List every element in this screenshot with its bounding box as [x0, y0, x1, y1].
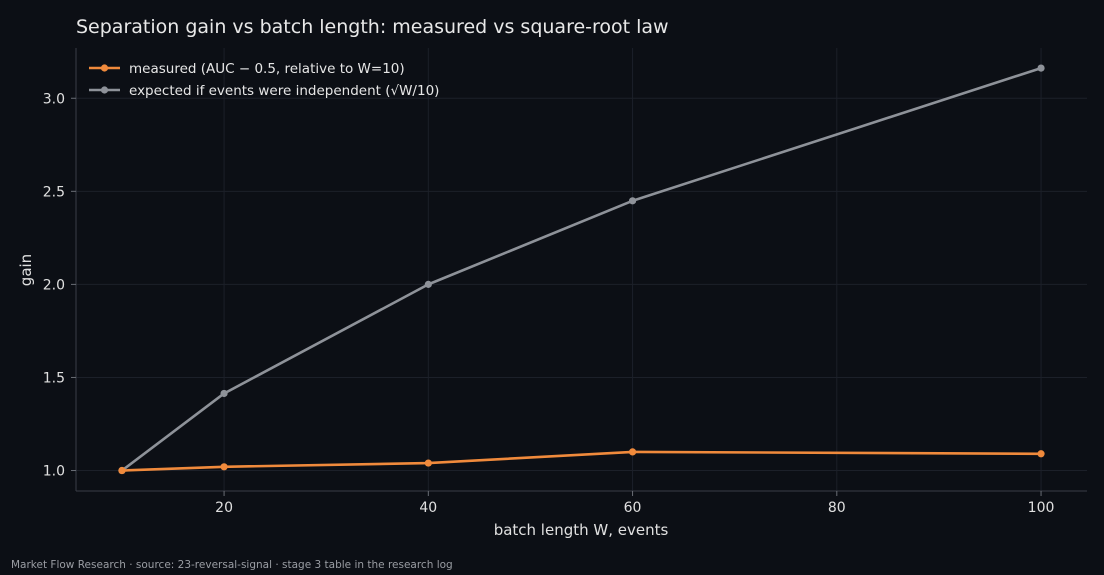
- legend-item-1: measured (AUC − 0.5, relative to W=10): [89, 61, 405, 77]
- series-line: [120, 66, 1043, 472]
- y-axis-label: gain: [17, 254, 35, 286]
- x-axis-label: batch length W, events: [494, 521, 669, 539]
- data-point: [118, 466, 126, 475]
- x-tick-label: 40: [419, 500, 437, 516]
- footer-source-note: Market Flow Research · source: 23-revers…: [11, 559, 453, 571]
- legend-label: expected if events were independent (√W/…: [129, 83, 439, 99]
- y-tick-label: 1.0: [43, 464, 65, 480]
- x-tick-label: 60: [624, 500, 642, 516]
- grid: [76, 48, 1087, 491]
- data-point: [1037, 450, 1045, 458]
- ticks: 20 40 60 80 100 1.0 1.5 2.0 2.5 3.0: [43, 91, 1055, 516]
- data-point: [424, 459, 432, 467]
- data-point: [628, 448, 637, 456]
- legend-swatch-marker: [100, 64, 109, 72]
- x-tick-label: 80: [828, 500, 846, 516]
- series-line: [120, 450, 1043, 472]
- data-point: [628, 197, 637, 205]
- x-tick-label: 20: [215, 500, 233, 516]
- data-point: [220, 389, 228, 398]
- series-1: [118, 448, 1045, 475]
- y-tick-label: 2.5: [43, 184, 65, 200]
- data-point: [424, 280, 432, 288]
- series-2: [118, 64, 1045, 475]
- legend-swatch-marker: [100, 86, 109, 94]
- y-tick-label: 2.0: [43, 277, 65, 293]
- x-tick-label: 100: [1028, 500, 1055, 516]
- y-tick-label: 3.0: [43, 91, 65, 107]
- series-layer: [118, 64, 1045, 475]
- legend-label: measured (AUC − 0.5, relative to W=10): [129, 61, 405, 77]
- legend: measured (AUC − 0.5, relative to W=10) ex…: [89, 61, 439, 99]
- data-point: [220, 463, 228, 471]
- data-point: [1037, 64, 1045, 72]
- y-tick-label: 1.5: [43, 370, 65, 386]
- legend-item-2: expected if events were independent (√W/…: [89, 83, 439, 99]
- axes: [75, 48, 1087, 492]
- chart-title: Separation gain vs batch length: measure…: [76, 16, 669, 38]
